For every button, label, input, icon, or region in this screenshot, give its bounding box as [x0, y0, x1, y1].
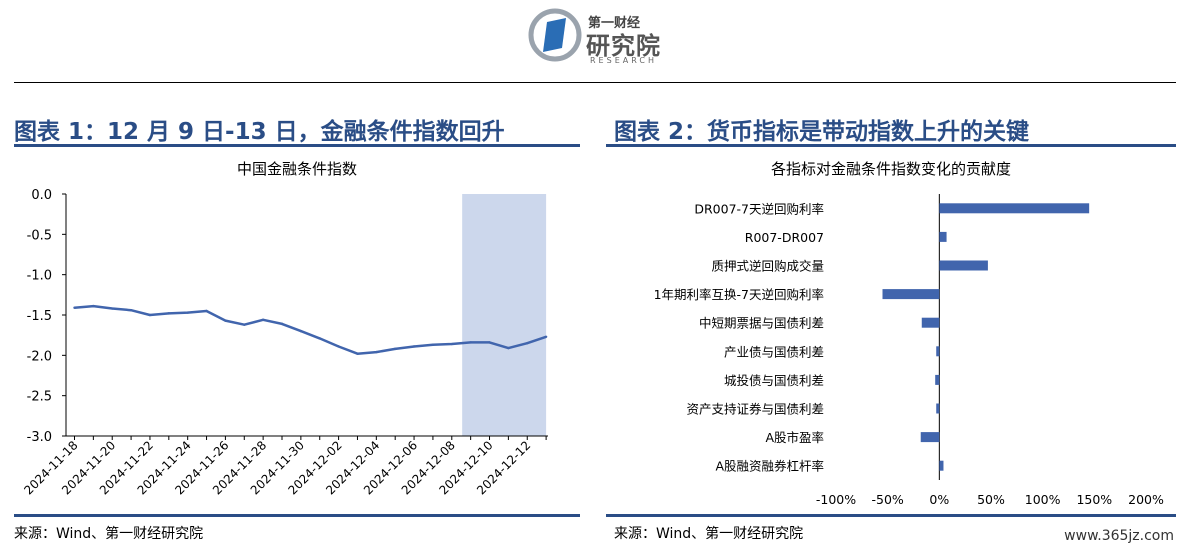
data-point [526, 342, 529, 345]
research-logo: 第一财经 研究院 RESEARCH [528, 8, 668, 68]
series-line [74, 304, 547, 355]
category-label: 城投债与国债利差 [724, 373, 824, 388]
category-label: 质押式逆回购成交量 [711, 259, 824, 274]
figure2-source: 来源：Wind、第一财经研究院 [614, 526, 804, 542]
bar [882, 289, 940, 300]
data-point [469, 341, 472, 344]
bar [939, 231, 947, 242]
header-divider [14, 82, 1176, 83]
y-tick-label: -2.0 [27, 349, 52, 364]
logo-sub-text: RESEARCH [590, 56, 657, 65]
watermark: www.365jz.com [1064, 528, 1174, 544]
y-tick-label: -1.0 [27, 269, 52, 284]
bar [936, 346, 940, 357]
x-tick-label: -50% [872, 492, 904, 507]
y-tick-label: -0.5 [27, 228, 52, 243]
x-tick-label: 100% [1025, 492, 1061, 507]
data-point [337, 345, 340, 348]
data-point [450, 342, 453, 346]
data-point [412, 345, 416, 348]
category-label: R007-DR007 [745, 230, 824, 245]
x-tick-label: 200% [1128, 492, 1164, 507]
bar [920, 432, 940, 443]
data-point [224, 319, 227, 322]
x-tick-label: -100% [816, 492, 856, 507]
bar-chart-title: 各指标对金融条件指数变化的贡献度 [770, 160, 1011, 178]
data-point [261, 318, 265, 322]
category-label: 产业债与国债利差 [724, 344, 824, 359]
data-point [148, 313, 152, 317]
data-point [129, 308, 133, 312]
line-chart-title: 中国金融条件指数 [236, 160, 357, 178]
figure1-source: 来源：Wind、第一财经研究院 [14, 526, 204, 542]
figure2-source-rule [606, 514, 1176, 517]
figure2-title: 图表 2：货币指标是带动指数上升的关键 [614, 119, 1030, 145]
data-point [431, 343, 435, 347]
data-point [393, 347, 397, 351]
category-label: 中短期票据与国债利差 [699, 316, 824, 331]
data-point [243, 323, 246, 326]
data-point [544, 335, 548, 338]
x-tick-label: 0% [929, 492, 949, 507]
line-chart: 0.0-0.5-1.0-1.5-2.0-2.5-3.02024-11-18202… [21, 188, 548, 497]
data-point [299, 329, 303, 333]
data-point [280, 322, 284, 326]
highlight-band [462, 194, 547, 436]
category-label: DR007-7天逆回购利率 [694, 201, 824, 216]
bar [939, 460, 944, 471]
category-label: A股融资融券杠杆率 [715, 459, 824, 474]
bar [921, 317, 940, 328]
data-point [375, 350, 378, 354]
logo-mark-icon [528, 8, 582, 62]
data-point [92, 304, 95, 308]
data-point [73, 306, 76, 309]
data-point [186, 311, 189, 314]
x-tick-label: 50% [977, 492, 1005, 507]
bar [939, 203, 1090, 214]
logo-main-text: 研究院 [586, 32, 661, 60]
y-tick-label: 0.0 [31, 188, 52, 203]
figure1-rule [14, 144, 580, 147]
data-point [507, 346, 510, 350]
data-point [488, 341, 491, 344]
figure1-source-rule [14, 514, 580, 517]
data-point [111, 307, 114, 310]
data-point [318, 337, 321, 340]
data-point [356, 352, 359, 355]
category-label: 资产支持证券与国债利差 [686, 402, 824, 417]
bar [939, 260, 988, 271]
figure2-rule [606, 144, 1176, 147]
data-point [167, 312, 171, 315]
y-tick-label: -2.5 [27, 390, 52, 405]
logo-top-text: 第一财经 [588, 16, 641, 31]
bar-chart: DR007-7天逆回购利率 R007-DR007 质押式逆回购成交量 1年期利率互换-… [654, 194, 1164, 507]
y-tick-label: -3.0 [27, 430, 52, 445]
category-label: 1年期利率互换-7天逆回购利率 [654, 287, 824, 302]
category-label: A股市盈率 [765, 430, 824, 445]
bar [936, 403, 940, 414]
data-point [205, 309, 208, 313]
y-tick-label: -1.5 [27, 309, 52, 324]
figure1-title: 图表 1：12 月 9 日-13 日，金融条件指数回升 [14, 119, 505, 145]
bar [935, 374, 940, 385]
x-tick-label: 150% [1076, 492, 1112, 507]
